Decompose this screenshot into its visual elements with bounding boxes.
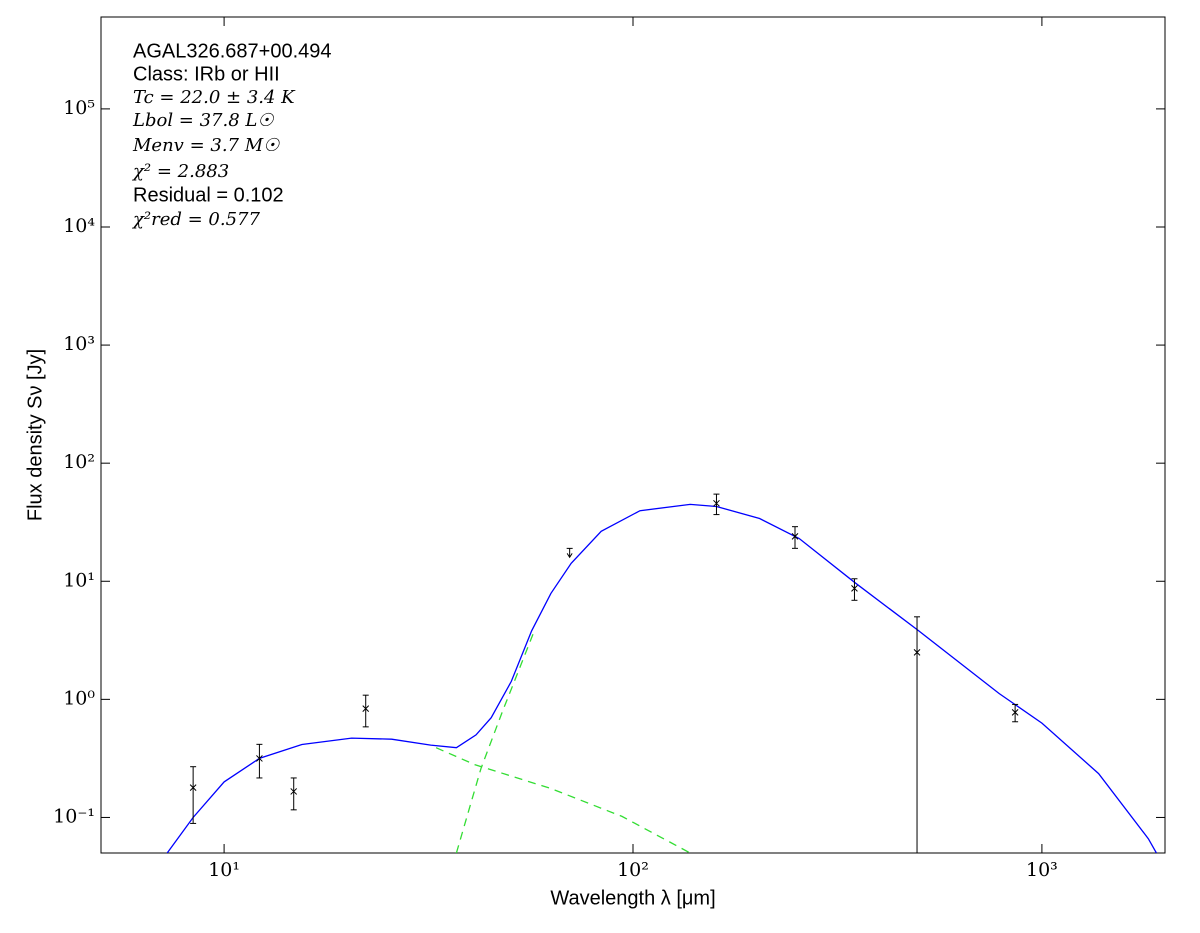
model-curve: [166, 503, 1157, 853]
data-point: [189, 784, 197, 791]
y-tick-label: 10³: [63, 333, 95, 355]
x-tick-label: 10¹: [208, 859, 240, 881]
annotation: Lbol = 37.8 L☉: [132, 110, 274, 131]
y-tick-label: 10⁴: [63, 215, 95, 237]
data-point: [913, 649, 921, 656]
y-tick-label: 10¹: [63, 569, 95, 591]
component-curve: [435, 747, 691, 853]
x-axis-label: Wavelength λ [μm]: [550, 887, 715, 909]
data-point: [791, 533, 799, 540]
data-point: [256, 755, 263, 762]
data-point: [851, 585, 858, 592]
data-point: [713, 499, 720, 507]
annotation: AGAL326.687+00.494: [133, 40, 332, 62]
y-tick-label: 10²: [63, 451, 95, 473]
annotation: Tc = 22.0 ± 3.4 K: [133, 87, 296, 108]
data-point: [362, 705, 370, 712]
annotation: χ²red = 0.577: [131, 209, 261, 230]
y-tick-label: 10⁻¹: [53, 805, 95, 827]
annotation: Menv = 3.7 M☉: [132, 135, 280, 156]
upper-limit: [566, 547, 573, 559]
data-point: [1011, 709, 1019, 716]
annotation: Class: IRb or HII: [133, 63, 280, 85]
y-tick-label: 10⁵: [63, 97, 95, 119]
y-axis-label: Flux density Sν [Jy]: [24, 349, 46, 521]
x-tick-label: 10³: [1026, 859, 1058, 881]
x-tick-label: 10²: [617, 859, 649, 881]
data-point: [290, 788, 298, 795]
annotation: χ² = 2.883: [131, 161, 229, 182]
annotation: Residual = 0.102: [133, 184, 284, 206]
component-curve: [455, 633, 534, 853]
y-tick-label: 10⁰: [63, 687, 95, 709]
